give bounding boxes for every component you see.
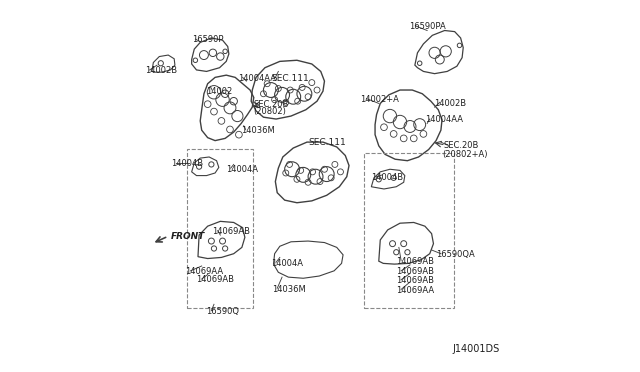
Text: 14004B: 14004B xyxy=(172,159,204,168)
Text: 14004AA: 14004AA xyxy=(238,74,276,83)
Text: 14004A: 14004A xyxy=(227,165,259,174)
Text: 14002B: 14002B xyxy=(435,99,467,108)
Text: SEC.111: SEC.111 xyxy=(308,138,346,147)
Text: 14002+A: 14002+A xyxy=(360,95,399,104)
Text: (20802): (20802) xyxy=(253,107,286,116)
Text: 14069AB: 14069AB xyxy=(196,275,234,284)
Text: 14036M: 14036M xyxy=(241,126,275,135)
Text: 16590QA: 16590QA xyxy=(436,250,475,259)
Text: 14004B: 14004B xyxy=(371,173,403,182)
Text: FRONT: FRONT xyxy=(170,232,205,241)
Text: 14004A: 14004A xyxy=(271,259,303,268)
Text: 14069AB: 14069AB xyxy=(212,227,250,236)
Text: 14069AA: 14069AA xyxy=(186,267,223,276)
Text: 16590PA: 16590PA xyxy=(410,22,446,31)
Text: 14002: 14002 xyxy=(207,87,233,96)
Bar xyxy=(187,149,253,308)
Text: SEC.20B: SEC.20B xyxy=(253,100,289,109)
Bar xyxy=(364,153,454,308)
Text: J14001DS: J14001DS xyxy=(452,344,499,354)
Text: 14002B: 14002B xyxy=(145,66,177,75)
Text: 16590P: 16590P xyxy=(191,35,223,44)
Text: (20802+A): (20802+A) xyxy=(442,150,488,159)
Text: SEC.20B: SEC.20B xyxy=(444,141,479,150)
Text: 14036M: 14036M xyxy=(273,285,306,294)
Text: 14069AA: 14069AA xyxy=(396,286,435,295)
Text: 14069AB: 14069AB xyxy=(396,257,435,266)
Text: 14069AB: 14069AB xyxy=(396,276,435,285)
Text: 14004AA: 14004AA xyxy=(425,115,463,124)
Text: 16590Q: 16590Q xyxy=(207,307,239,316)
Text: 14069AB: 14069AB xyxy=(396,267,435,276)
Text: SEC.111: SEC.111 xyxy=(271,74,308,83)
